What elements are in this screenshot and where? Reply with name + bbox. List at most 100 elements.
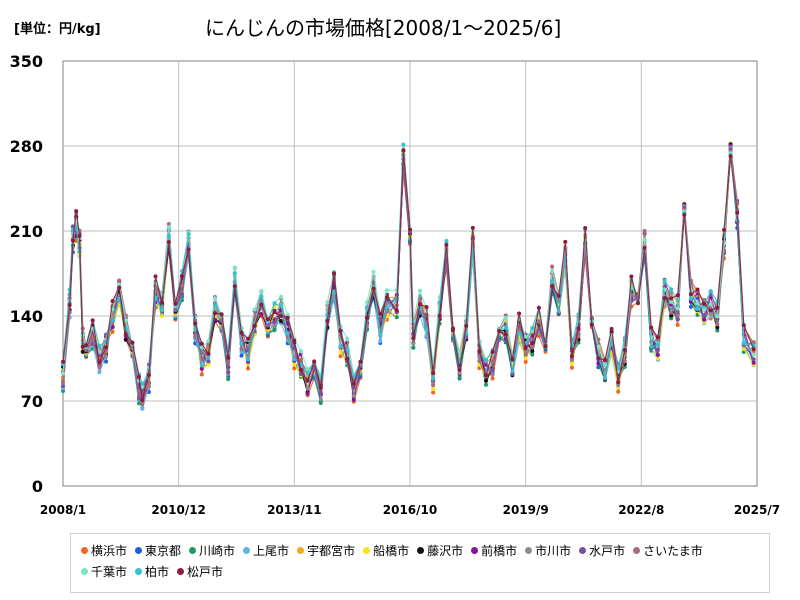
data-point [130,340,135,345]
legend-item: 船橋市 [363,541,409,560]
data-point [741,323,746,328]
data-point [490,349,495,354]
data-point [649,344,654,349]
data-point [160,314,165,319]
data-point [77,234,82,238]
data-point [741,341,746,346]
data-point [510,357,515,362]
data-point [550,269,555,274]
data-point [312,359,317,364]
data-point [675,293,680,298]
data-point [70,238,75,243]
legend-swatch [135,568,143,575]
legend-swatch [471,547,479,554]
data-point [751,357,756,362]
data-point [464,323,469,328]
data-point [378,333,383,338]
data-point [226,355,231,360]
y-tick-label: 280 [10,137,43,156]
y-tick-label: 350 [10,52,43,71]
data-point [206,355,211,360]
data-point [523,334,528,339]
data-point [603,358,607,362]
data-point [596,356,601,361]
data-point [530,341,535,345]
data-point [199,341,204,346]
legend-swatch [579,547,587,554]
legend-item: 千葉市 [81,562,127,581]
data-point [365,305,369,310]
data-point [669,296,674,301]
data-point [431,383,436,388]
data-point [61,389,65,393]
data-point [239,330,244,335]
data-point [490,376,495,381]
data-point [259,302,264,307]
legend-label: 千葉市 [91,565,128,579]
data-point [715,305,720,310]
data-point [186,247,191,252]
data-point [550,284,555,289]
data-point [408,227,412,232]
data-point [411,336,416,340]
data-point [384,301,389,306]
data-point [279,304,284,309]
data-point [232,265,237,270]
data-point [715,314,720,319]
data-point [213,303,217,308]
data-point [345,356,350,361]
data-point [708,302,713,307]
data-point [61,384,65,388]
data-point [550,279,555,284]
data-point [272,310,277,314]
data-point [137,389,141,394]
data-point [523,356,528,361]
series-layer [61,141,756,411]
data-point [708,311,713,316]
data-point [702,307,707,312]
legend-swatch [189,547,197,554]
data-point [117,285,122,290]
data-point [622,347,627,352]
data-point [636,301,640,306]
data-point [490,367,495,372]
data-point [338,350,343,355]
data-point [411,341,416,346]
data-point [351,385,356,390]
data-point [543,344,548,349]
data-point [292,338,297,343]
data-point [715,322,720,327]
data-point [84,343,89,348]
data-point [702,313,707,318]
data-point [279,314,284,318]
data-point [675,306,680,311]
data-point [371,269,376,274]
data-point [338,328,343,333]
data-point [655,342,660,347]
data-point [67,303,72,307]
x-tick-label: 2008/1 [40,503,86,517]
data-point [180,274,184,278]
data-point [365,315,369,320]
legend: 横浜市 東京都 川崎市 上尾市 宇都宮市 船橋市 藤沢市 前橋市 市川市 水戸市 さいたま市 千葉市 柏… [70,533,770,593]
data-point [431,371,436,375]
data-point [510,369,515,374]
data-point [285,315,290,320]
data-point [722,227,726,232]
data-point [325,318,330,323]
legend-item: 横浜市 [81,541,127,560]
data-point [384,295,389,300]
data-point [688,292,693,297]
data-point [351,397,356,402]
data-point [117,282,122,287]
data-point [675,317,680,322]
data-point [206,362,211,367]
data-point [569,365,574,370]
data-point [556,309,561,314]
data-point [530,352,535,357]
data-point [384,305,389,310]
data-point [536,334,541,339]
data-point [702,317,707,322]
data-point [285,331,290,336]
data-point [655,356,660,361]
